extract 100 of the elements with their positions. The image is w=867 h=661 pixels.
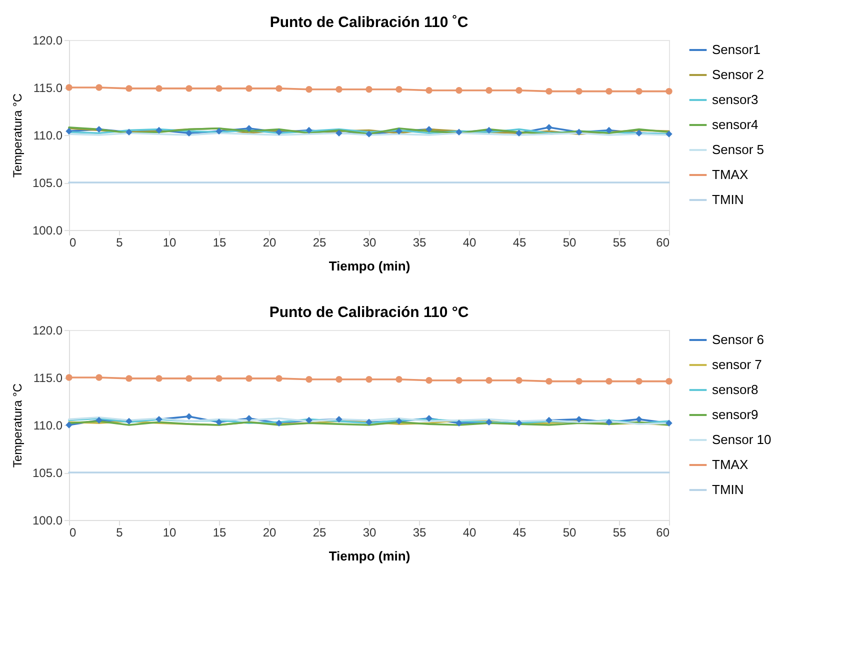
legend-label: Sensor 2: [712, 67, 764, 82]
x-tick-label: 25: [312, 526, 326, 540]
x-tick-label: 15: [212, 526, 226, 540]
x-tick-label: 40: [462, 526, 476, 540]
point: [456, 420, 462, 426]
point: [546, 416, 552, 424]
x-tick-label: 15: [212, 236, 226, 250]
x-tick-label: 30: [362, 526, 376, 540]
point: [636, 416, 642, 423]
y-axis-title: Temperatura °C: [10, 93, 24, 178]
x-tick-label: 60: [656, 236, 670, 250]
x-tick-label: 50: [562, 526, 576, 540]
chart-title: Punto de Calibración 110 ˚C: [270, 14, 468, 31]
point: [576, 378, 582, 385]
y-tick-label: 100.0: [32, 514, 63, 528]
point: [306, 416, 312, 424]
x-tick-label: 25: [312, 236, 326, 250]
y-tick-label: 120.0: [32, 324, 63, 338]
x-tick-label: 20: [262, 526, 276, 540]
x-tick-label: 10: [162, 236, 176, 250]
point: [636, 88, 642, 95]
x-tick-label: 55: [612, 526, 626, 540]
point: [666, 88, 672, 95]
point: [126, 85, 132, 92]
point: [246, 124, 252, 132]
legend-label: Sensor 6: [712, 332, 764, 347]
point: [546, 124, 552, 131]
point: [156, 126, 162, 134]
x-tick-label: 0: [70, 526, 76, 540]
x-tick-label: 0: [70, 236, 76, 250]
y-tick-label: 100.0: [32, 224, 63, 238]
point: [576, 88, 582, 95]
point: [276, 128, 282, 136]
x-tick-label: 55: [612, 236, 626, 250]
point: [336, 86, 342, 93]
point: [276, 375, 282, 382]
y-tick-label: 105.0: [32, 176, 63, 190]
point: [96, 374, 102, 381]
legend-label: sensor9: [712, 407, 758, 422]
point: [396, 418, 402, 425]
y-tick-label: 115.0: [33, 81, 63, 95]
point: [366, 376, 372, 383]
point: [486, 377, 492, 384]
point: [96, 126, 102, 133]
point: [96, 416, 102, 424]
point: [96, 84, 102, 91]
point: [336, 130, 342, 136]
point: [126, 128, 132, 136]
point: [666, 420, 672, 426]
legend-label: Sensor 10: [712, 432, 772, 447]
point: [66, 128, 72, 135]
y-tick-label: 120.0: [32, 34, 63, 48]
point: [216, 128, 222, 135]
x-tick-label: 5: [116, 526, 124, 540]
point: [516, 377, 522, 384]
point: [636, 130, 642, 136]
point: [546, 378, 552, 385]
legend-label: Sensor1: [712, 42, 760, 57]
x-tick-label: 5: [116, 236, 124, 250]
point: [276, 85, 282, 92]
point: [216, 85, 222, 92]
point: [186, 413, 192, 420]
point: [516, 420, 522, 426]
point: [426, 87, 432, 94]
point: [666, 130, 672, 138]
point: [156, 375, 162, 382]
legend-label: sensor 7: [712, 357, 762, 372]
point: [216, 418, 222, 426]
x-tick-label: 60: [656, 526, 670, 540]
point: [486, 126, 492, 134]
point: [186, 85, 192, 92]
point: [396, 128, 402, 135]
point: [366, 130, 372, 138]
x-tick-label: 35: [412, 236, 426, 250]
point: [186, 375, 192, 382]
chart-title: Punto de Calibración 110 °C: [269, 304, 469, 321]
legend-label: TMIN: [712, 192, 744, 207]
y-axis-title: Temperatura °C: [10, 383, 24, 468]
y-tick-label: 105.0: [32, 466, 63, 480]
y-tick-label: 110.0: [33, 418, 63, 432]
legend-label: sensor4: [712, 117, 758, 132]
point: [216, 375, 222, 382]
point: [156, 85, 162, 92]
x-tick-label: 40: [462, 236, 476, 250]
point: [336, 376, 342, 383]
point: [396, 86, 402, 93]
point: [186, 130, 192, 136]
y-tick-label: 110.0: [33, 128, 63, 142]
point: [306, 376, 312, 383]
point: [636, 378, 642, 385]
point: [456, 377, 462, 384]
point: [516, 130, 522, 136]
x-axis-title: Tiempo (min): [328, 548, 410, 564]
x-tick-label: 45: [512, 526, 526, 540]
legend-label: TMAX: [712, 457, 748, 472]
point: [336, 416, 342, 423]
point: [126, 375, 132, 382]
legend-label: sensor8: [712, 382, 758, 397]
point: [246, 85, 252, 92]
point: [66, 374, 72, 381]
